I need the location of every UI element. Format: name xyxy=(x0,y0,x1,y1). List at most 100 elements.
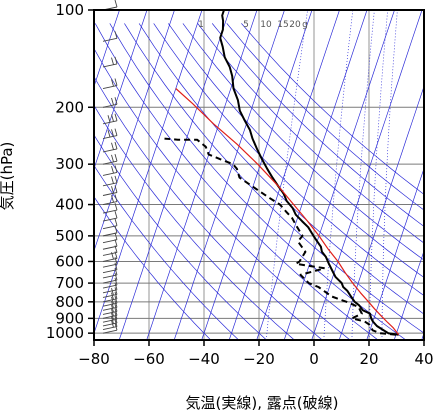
mixing-ratio-line xyxy=(265,10,308,340)
wind-barb-flag xyxy=(114,257,118,265)
wind-barb-flag xyxy=(114,141,118,150)
wind-barb-shaft xyxy=(102,274,118,279)
dry-adiabat-line xyxy=(94,134,267,340)
wind-barb-flag xyxy=(111,97,114,106)
wind-barb-flag xyxy=(107,129,111,138)
dry-adiabat-line xyxy=(94,104,295,340)
isotherm-line xyxy=(173,10,285,340)
isotherm-line xyxy=(146,10,258,340)
grid-layer xyxy=(94,10,424,340)
dry-adiabat-line xyxy=(94,164,239,340)
wind-barb-shaft xyxy=(102,263,118,268)
mixing-ratio-label: g xyxy=(302,20,308,30)
wind-barb-flag xyxy=(114,277,118,286)
wind-barb xyxy=(102,272,118,284)
isotherm-line xyxy=(393,249,424,340)
dry-adiabat-line xyxy=(153,23,424,297)
wind-barb-shaft xyxy=(102,209,118,214)
isotherm-line xyxy=(366,167,424,340)
wind-barb-flag xyxy=(114,56,118,65)
isotherm-line xyxy=(228,10,340,340)
mixing-ratio-label: 5 xyxy=(243,20,249,30)
wind-barb-shaft xyxy=(102,217,118,222)
isotherm-line xyxy=(283,10,395,340)
wind-barb xyxy=(102,154,118,165)
wind-barb xyxy=(102,128,118,140)
wind-barb-flag xyxy=(114,175,118,183)
wind-barb-flag xyxy=(111,288,114,296)
dry-adiabat-line xyxy=(226,23,424,211)
isotherm-line xyxy=(201,10,313,340)
y-tick-label: 300 xyxy=(55,155,84,173)
wind-barb-shaft xyxy=(102,310,118,315)
x-tick-label: 40 xyxy=(414,350,433,368)
wind-barb-flag xyxy=(114,300,118,308)
dry-adiabat-line xyxy=(168,23,424,278)
wind-barb xyxy=(102,291,118,303)
x-tick-label: 20 xyxy=(359,350,378,368)
wind-barb-shaft xyxy=(102,201,118,205)
wind-barb-flag xyxy=(114,225,118,233)
wind-barb-flag xyxy=(114,202,118,211)
isotherm-line xyxy=(94,10,203,335)
wind-barb-flag xyxy=(111,176,114,184)
x-tick-label: 0 xyxy=(309,350,319,368)
y-tick-label: 500 xyxy=(55,227,84,245)
mixing-ratio-labels: 1 5 10 15 20 g xyxy=(198,20,308,30)
wind-barb-flag xyxy=(114,282,118,290)
wind-barb-shaft xyxy=(102,258,118,262)
wind-barb xyxy=(102,267,118,279)
wind-barb-shaft xyxy=(102,192,118,196)
x-axis-title: 気温(実線), 露点(破線) xyxy=(186,394,339,412)
dry-adiabat-line xyxy=(241,23,424,195)
wind-barb-flag xyxy=(114,97,118,105)
wind-barb xyxy=(102,210,118,222)
wind-barb-shaft xyxy=(102,284,118,289)
wind-barb-flag xyxy=(114,272,118,281)
wind-barb xyxy=(102,287,118,298)
x-tick-label: −80 xyxy=(78,350,110,368)
wind-barb-flag xyxy=(107,115,111,123)
wind-barb-shaft xyxy=(102,160,118,165)
wind-barb-flag xyxy=(114,262,118,270)
wind-barb-flag xyxy=(114,194,118,202)
wind-barb-flag xyxy=(114,78,118,86)
isotherm-line xyxy=(118,10,230,340)
wind-barb-flag xyxy=(114,291,118,299)
wind-barb xyxy=(102,296,118,307)
wind-barb-shaft xyxy=(102,329,118,334)
wind-barb-flag xyxy=(111,79,114,87)
dry-adiabat-line xyxy=(182,23,424,261)
x-tick-label: −20 xyxy=(243,350,275,368)
wind-barb xyxy=(102,225,118,237)
wind-barb-shaft xyxy=(102,232,118,237)
wind-barb-flag xyxy=(111,114,114,122)
x-tick-label: −60 xyxy=(133,350,165,368)
isotherm-line xyxy=(94,10,175,252)
mixing-ratio-label: 1 xyxy=(198,20,204,30)
wind-barb-shaft xyxy=(102,322,118,327)
wind-barb-shaft xyxy=(102,269,118,274)
wind-barb-flag xyxy=(114,210,118,219)
wind-barb-flag xyxy=(111,195,114,203)
wind-barb xyxy=(102,262,118,274)
wind-barb-shaft xyxy=(102,171,118,176)
wind-barb xyxy=(102,218,118,230)
dewpoint-series-line xyxy=(164,137,397,336)
wind-barb-shaft xyxy=(102,298,118,303)
dry-adiabat-line xyxy=(211,23,424,227)
wind-barb xyxy=(102,175,118,187)
wind-barb-flag xyxy=(111,57,114,65)
wind-barb xyxy=(102,282,118,294)
wind-barb xyxy=(102,202,118,214)
y-tick-label: 600 xyxy=(55,252,84,270)
wind-barb xyxy=(102,141,118,153)
wind-barb-flag xyxy=(111,296,114,305)
dry-adiabat-line xyxy=(197,23,424,244)
wind-barb-flag xyxy=(114,31,118,39)
wind-barb-flag xyxy=(114,165,118,173)
wind-barb-flag xyxy=(114,185,118,193)
y-axis-title: 気圧(hPa) xyxy=(0,142,16,211)
